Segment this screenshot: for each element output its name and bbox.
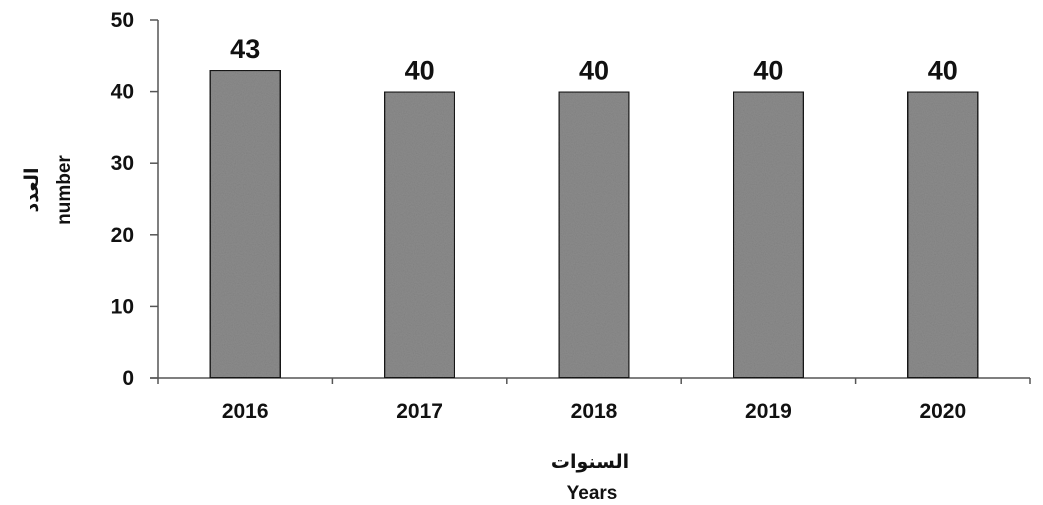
bar-2020	[906, 90, 980, 379]
data-labels: 43 40 40 40 40	[230, 34, 958, 85]
data-label-2019: 40	[753, 56, 783, 86]
data-label-2018: 40	[579, 56, 609, 86]
y-tick-label: 40	[111, 81, 134, 104]
bar-2019	[732, 90, 805, 379]
y-tick-label: 0	[122, 367, 134, 390]
data-label-2017: 40	[405, 56, 435, 86]
bar-2017	[383, 90, 456, 379]
x-tick-label-2019: 2019	[745, 400, 792, 423]
y-axis: 0 10 20 30 40 50	[111, 9, 159, 390]
y-tick-label: 30	[111, 152, 134, 175]
data-label-2020: 40	[928, 56, 958, 86]
y-tick-label: 10	[111, 295, 134, 318]
y-axis-title: number	[54, 155, 75, 225]
x-axis-title-arabic: السنوات	[551, 452, 629, 473]
x-tick-label-2017: 2017	[396, 400, 443, 423]
x-axis-title: Years	[567, 483, 618, 504]
y-axis-title-arabic: العدد	[22, 167, 43, 212]
y-tick-label: 20	[111, 224, 134, 247]
bar-2018	[557, 90, 631, 379]
data-label-2016: 43	[230, 34, 260, 64]
bar-2016	[208, 69, 282, 380]
y-tick-label: 50	[111, 9, 134, 32]
x-tick-label-2018: 2018	[571, 400, 618, 423]
x-tick-label-2016: 2016	[222, 400, 269, 423]
x-tick-label-2020: 2020	[919, 400, 966, 423]
x-tick-labels: 2016 2017 2018 2019 2020	[222, 400, 966, 423]
bar-series	[208, 69, 980, 380]
